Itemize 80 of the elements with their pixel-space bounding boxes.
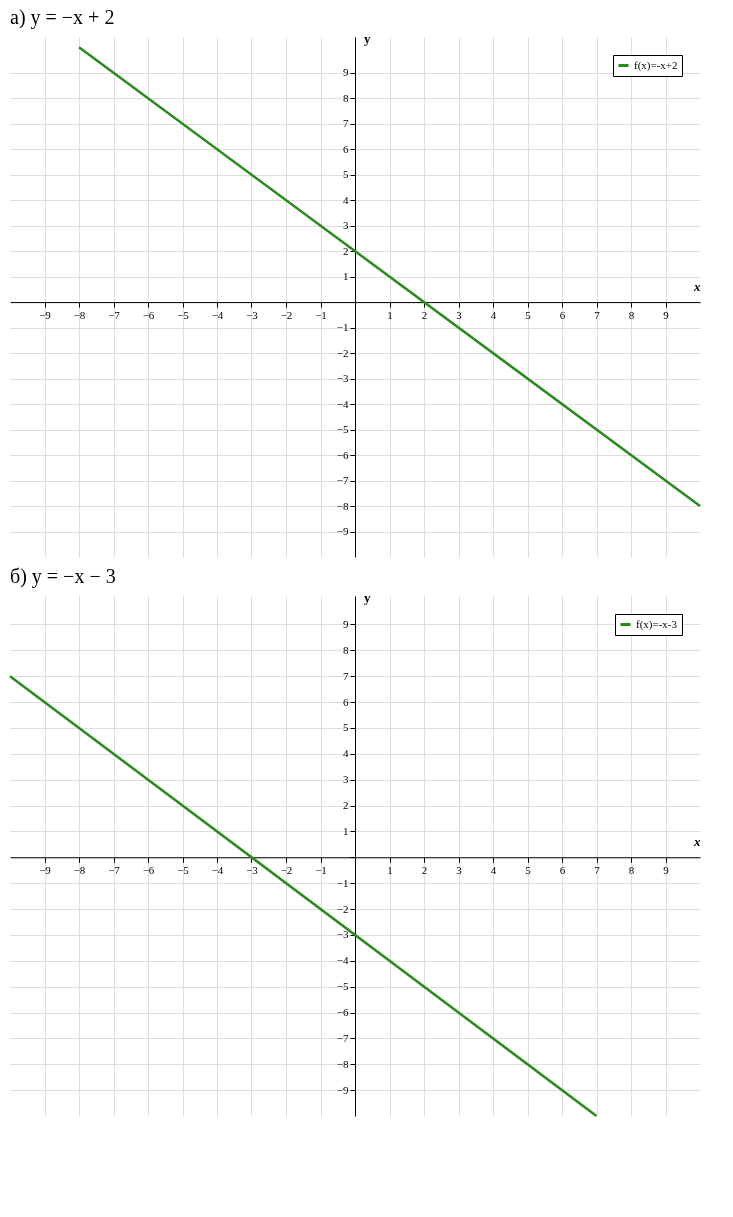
y-tick-label: −3: [336, 928, 349, 941]
x-tick-label: 7: [594, 308, 601, 321]
y-tick-label: 8: [343, 91, 349, 104]
y-tick-label: −2: [336, 346, 349, 359]
y-tick-label: −3: [336, 372, 349, 385]
x-tick-label: −5: [177, 308, 190, 321]
x-axis-title: x: [693, 278, 701, 294]
x-tick-label: −5: [177, 863, 190, 876]
y-tick-label: −2: [336, 902, 349, 915]
x-tick-label: −7: [108, 308, 121, 321]
x-tick-label: −1: [315, 308, 327, 321]
x-tick-label: −4: [211, 308, 224, 321]
y-tick-label: −8: [336, 1057, 349, 1070]
y-tick-label: 6: [343, 142, 349, 155]
y-tick-label: −7: [336, 474, 349, 487]
y-axis-title: y: [364, 30, 371, 46]
y-tick-label: 7: [343, 117, 349, 130]
y-tick-label: −6: [336, 1006, 349, 1019]
x-tick-label: 5: [525, 863, 532, 876]
x-tick-label: 8: [628, 863, 635, 876]
x-axis-title: x: [693, 833, 701, 849]
y-tick-label: 7: [343, 669, 349, 682]
y-tick-label: 9: [343, 617, 349, 630]
y-tick-label: 2: [343, 799, 349, 812]
x-tick-label: 6: [559, 308, 566, 321]
x-tick-label: −2: [280, 863, 293, 876]
x-tick-label: 4: [490, 863, 497, 876]
y-tick-label: 1: [343, 824, 349, 837]
y-tick-label: 5: [343, 721, 349, 734]
legend-label: f(x)=-x-3: [636, 617, 678, 631]
x-tick-label: −9: [39, 308, 52, 321]
y-tick-label: −6: [336, 448, 349, 461]
y-tick-label: 9: [343, 66, 349, 79]
x-tick-label: −9: [39, 863, 52, 876]
y-tick-label: −7: [336, 1031, 349, 1044]
x-tick-label: 2: [421, 863, 428, 876]
x-tick-label: −8: [73, 308, 86, 321]
y-tick-label: 1: [343, 270, 349, 283]
legend-label: f(x)=-x+2: [634, 58, 678, 72]
x-tick-label: −6: [142, 308, 155, 321]
y-axis-title: y: [364, 589, 371, 605]
y-tick-label: −1: [336, 321, 349, 334]
x-tick-label: −3: [246, 863, 259, 876]
x-tick-label: −3: [246, 308, 259, 321]
x-tick-label: 6: [559, 863, 566, 876]
x-tick-label: 1: [387, 863, 393, 876]
x-tick-label: 8: [628, 308, 635, 321]
x-tick-label: 1: [387, 308, 393, 321]
chart-title: а) y = −x + 2: [10, 6, 115, 29]
x-tick-label: 4: [490, 308, 497, 321]
x-tick-label: 3: [456, 308, 463, 321]
chart-title: б) y = −x − 3: [10, 565, 116, 588]
x-tick-label: −7: [108, 863, 121, 876]
y-tick-label: −4: [336, 954, 349, 967]
x-tick-label: 3: [456, 863, 463, 876]
x-tick-label: 9: [663, 863, 670, 876]
x-tick-label: −1: [315, 863, 327, 876]
y-tick-label: 6: [343, 695, 349, 708]
y-tick-label: 3: [343, 773, 349, 786]
x-tick-label: −2: [280, 308, 293, 321]
y-tick-label: −4: [336, 397, 349, 410]
x-tick-label: −4: [211, 863, 224, 876]
y-tick-label: 2: [343, 244, 349, 257]
y-tick-label: −9: [336, 525, 349, 538]
y-tick-label: −9: [336, 1083, 349, 1096]
y-tick-label: −8: [336, 499, 349, 512]
y-tick-label: 4: [343, 747, 349, 760]
x-tick-label: 5: [525, 308, 532, 321]
x-tick-label: 9: [663, 308, 670, 321]
y-tick-label: −1: [336, 876, 349, 889]
y-tick-label: 3: [343, 219, 349, 232]
x-tick-label: −8: [73, 863, 86, 876]
x-tick-label: 7: [594, 863, 601, 876]
y-tick-label: 4: [343, 193, 349, 206]
y-tick-label: −5: [336, 423, 349, 436]
y-tick-label: −5: [336, 980, 349, 993]
y-tick-label: 8: [343, 643, 349, 656]
y-tick-label: 5: [343, 168, 349, 181]
x-tick-label: −6: [142, 863, 155, 876]
x-tick-label: 2: [421, 308, 428, 321]
